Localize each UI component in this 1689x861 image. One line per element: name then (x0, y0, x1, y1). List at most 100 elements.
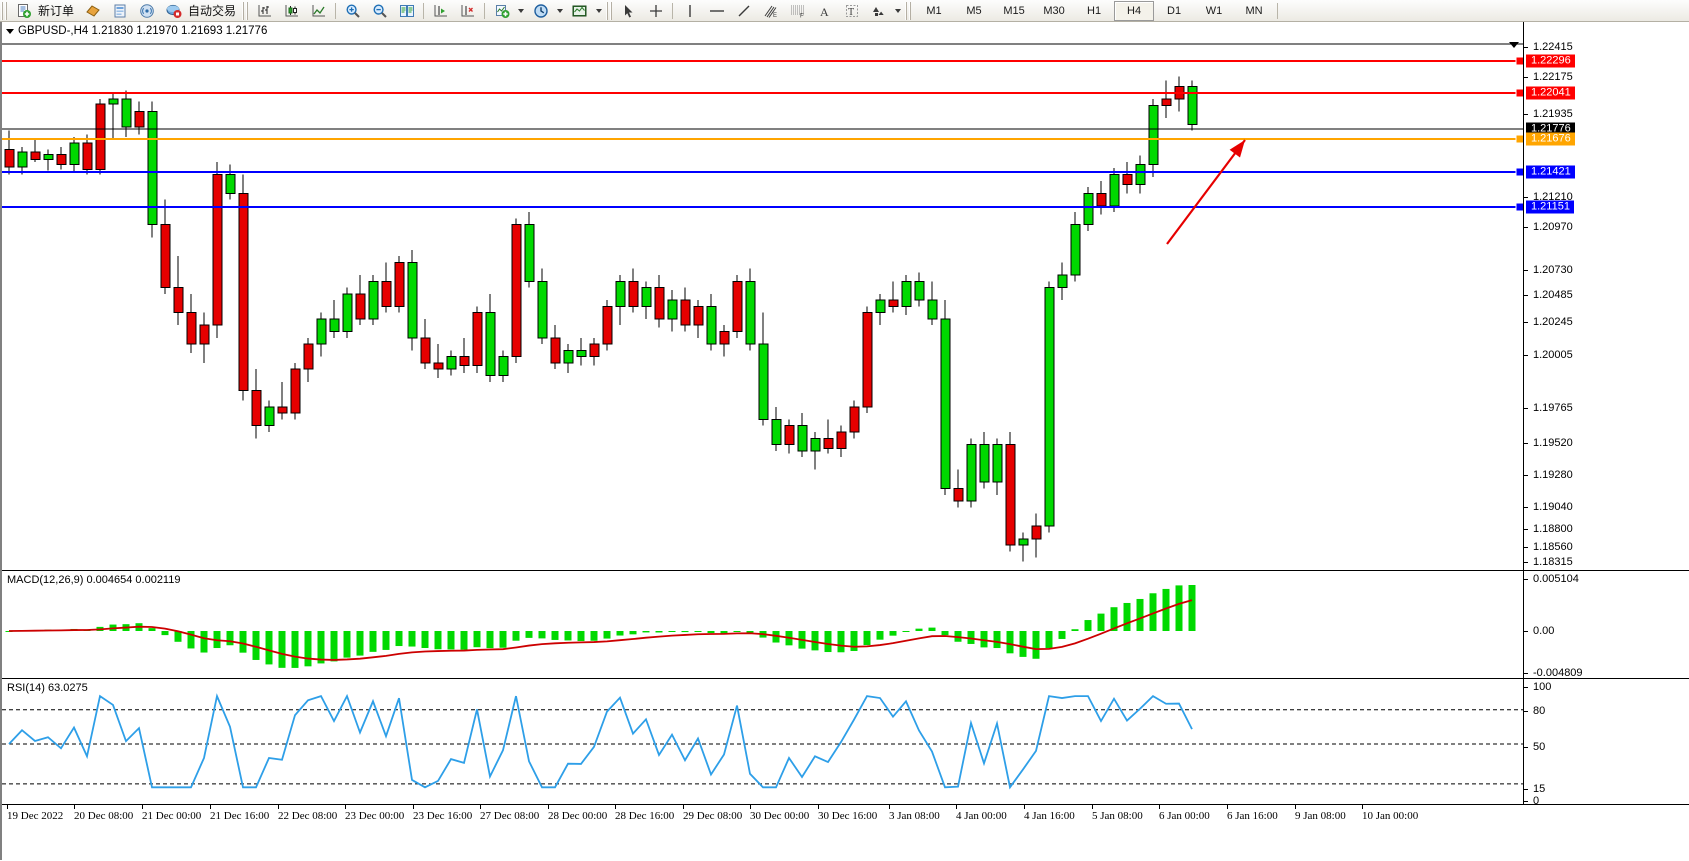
toolbar-grip[interactable] (1, 1, 8, 20)
candle (914, 272, 925, 307)
price-plot-area[interactable] (2, 22, 1524, 570)
candle (823, 419, 834, 454)
macd-histogram-bar (590, 631, 598, 641)
up-trend-arrow[interactable] (1166, 139, 1246, 245)
tile-windows-icon[interactable] (393, 0, 420, 22)
candle (472, 306, 483, 373)
resistance-label[interactable]: 1.22296 (1526, 54, 1575, 68)
time-axis-label: 6 Jan 16:00 (1227, 810, 1278, 822)
signals-icon[interactable] (133, 0, 160, 22)
candlestick-chart (2, 43, 1524, 562)
toolbar-grip-4[interactable] (905, 1, 913, 20)
time-axis-label: 5 Jan 08:00 (1092, 810, 1143, 822)
templates-icon[interactable] (566, 0, 593, 22)
time-axis[interactable]: 19 Dec 2022 20 Dec 08:00 21 Dec 00:00 21 De… (2, 804, 1689, 861)
shapes-chevron-down-icon[interactable] (895, 8, 902, 13)
chart-shift-icon[interactable] (427, 0, 454, 22)
last-price-label[interactable]: 1.21776 (1526, 122, 1575, 136)
timeframe-h4[interactable]: H4 (1114, 0, 1155, 21)
timeframe-m5[interactable]: M5 (966, 4, 982, 17)
toolbar-grip-2[interactable] (242, 1, 250, 20)
timeframe-d1[interactable]: D1 (1167, 4, 1182, 17)
trendline-icon[interactable] (730, 0, 757, 22)
candle (862, 306, 873, 414)
text-label-icon[interactable]: T (838, 0, 865, 22)
candle (524, 212, 535, 288)
macd-histogram-bar (915, 628, 923, 631)
timeframe-h1[interactable]: H1 (1087, 4, 1102, 17)
period-chevron-down-icon[interactable] (557, 8, 564, 13)
autotrading-icon[interactable] (160, 0, 187, 22)
price-scale[interactable]: 1.22415 1.22175 1.21935 1.20970 1.20730 1.204… (1523, 22, 1689, 570)
candle (17, 146, 28, 175)
fibonacci-icon[interactable]: F (784, 0, 811, 22)
macd-histogram-bar (525, 631, 533, 638)
resistance-label[interactable]: 1.22041 (1526, 86, 1575, 100)
rsi-tick: 100 (1524, 681, 1551, 693)
equidistant-channel-icon[interactable]: E (757, 0, 784, 22)
macd-histogram-bar (460, 631, 468, 650)
candle (329, 300, 340, 338)
macd-histogram-bar (382, 631, 390, 650)
time-tick (142, 805, 143, 809)
auto-scroll-icon[interactable] (454, 0, 481, 22)
candle (1187, 80, 1198, 131)
new-order-icon[interactable] (10, 0, 37, 22)
crosshair-icon[interactable] (642, 0, 669, 22)
line-chart-icon[interactable] (305, 0, 332, 22)
candlestick-chart-icon[interactable] (278, 0, 305, 22)
rsi-plot-area[interactable] (2, 679, 1524, 805)
templates-chevron-down-icon[interactable] (596, 8, 603, 13)
support-label[interactable]: 1.21421 (1526, 165, 1575, 179)
time-tick (889, 805, 890, 809)
toolbar-grip-3[interactable] (606, 1, 614, 20)
macd-histogram-bar (434, 631, 442, 650)
timeframe-m1[interactable]: M1 (926, 4, 942, 17)
chart-menu-triangle-icon[interactable] (6, 28, 14, 34)
candle (654, 274, 665, 328)
time-axis-label: 27 Dec 08:00 (480, 810, 540, 822)
zoom-out-icon[interactable] (366, 0, 393, 22)
candle (758, 312, 769, 426)
candle (641, 281, 652, 319)
time-tick (413, 805, 414, 809)
time-axis-label: 19 Dec 2022 (7, 810, 64, 822)
svg-text:A: A (820, 5, 829, 19)
macd-plot-area[interactable] (2, 571, 1524, 679)
vertical-line-icon[interactable] (676, 0, 703, 22)
zoom-in-icon[interactable] (339, 0, 366, 22)
time-axis-label: 23 Dec 00:00 (345, 810, 405, 822)
timeframe-mn[interactable]: MN (1245, 4, 1263, 17)
text-icon[interactable]: A (811, 0, 838, 22)
chart-window: GBPUSD-,H4 1.21830 1.21970 1.21693 1.217… (0, 22, 1689, 860)
macd-histogram-bar (850, 631, 858, 651)
timeframe-m15[interactable]: M15 (1003, 4, 1025, 17)
timeframe-group: M1 M5 M15 M30 H1 H4 D1 W1 MN (914, 0, 1281, 21)
shapes-icon[interactable] (865, 0, 892, 22)
candle (719, 325, 730, 357)
expert-advisor-icon[interactable] (79, 0, 106, 22)
bid-price-label[interactable]: 1.21676 (1526, 132, 1575, 146)
cursor-icon[interactable] (615, 0, 642, 22)
candle (4, 130, 15, 175)
timeframe-m30[interactable]: M30 (1043, 4, 1065, 17)
timeframe-w1[interactable]: W1 (1205, 4, 1223, 17)
candle (810, 431, 821, 470)
macd-histogram-bar (655, 631, 663, 633)
data-window-icon[interactable] (106, 0, 133, 22)
time-tick (615, 805, 616, 809)
bar-chart-icon[interactable] (251, 0, 278, 22)
candle (836, 425, 847, 458)
indicators-icon[interactable] (488, 0, 515, 22)
price-tick: 1.21935 (1524, 108, 1573, 120)
indicators-chevron-down-icon[interactable] (518, 8, 525, 13)
candle (420, 318, 431, 370)
macd-histogram-bar (837, 631, 845, 653)
horizontal-line-icon[interactable] (703, 0, 730, 22)
support-label[interactable]: 1.21151 (1526, 200, 1574, 214)
candle (901, 274, 912, 316)
pane-collapse-arrow-icon[interactable] (1509, 42, 1519, 48)
period-icon[interactable] (527, 0, 554, 22)
price-tick: 1.18560 (1524, 541, 1573, 553)
macd-histogram-bar (486, 631, 494, 649)
